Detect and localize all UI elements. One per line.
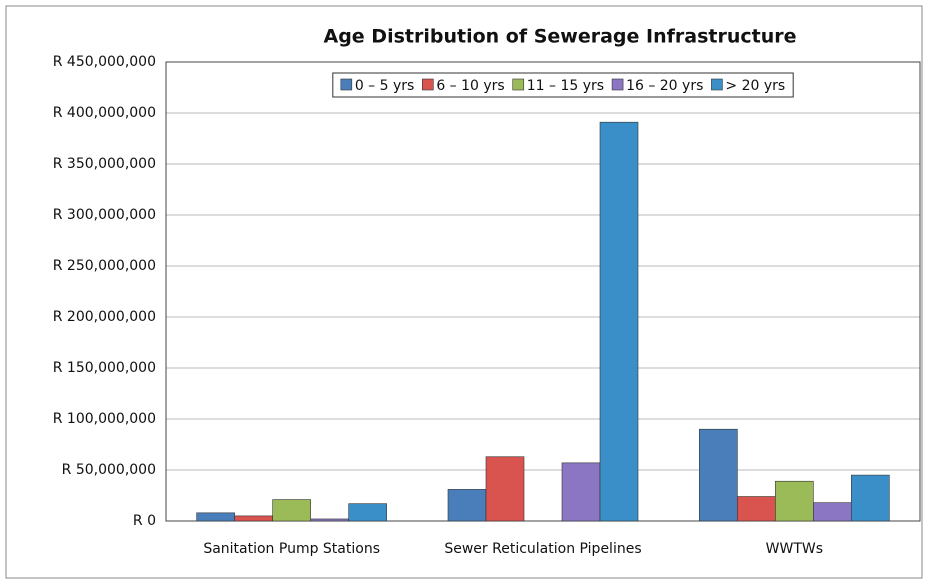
bar	[310, 518, 349, 522]
y-tick-label: R 0	[133, 513, 156, 529]
bar	[196, 512, 235, 522]
legend-swatch	[422, 78, 434, 91]
chart-title: Age Distribution of Sewerage Infrastruct…	[324, 26, 797, 48]
y-tick-label: R 50,000,000	[62, 462, 156, 478]
legend-label: 6 – 10 yrs	[436, 78, 504, 94]
legend-swatch	[711, 78, 723, 91]
bar	[699, 428, 738, 522]
legend-label: 11 – 15 yrs	[527, 78, 604, 94]
y-tick-label: R 200,000,000	[53, 309, 156, 325]
y-tick-label: R 400,000,000	[53, 105, 156, 121]
legend-swatch	[340, 78, 353, 91]
x-tick-label: Sanitation Pump Stations	[203, 541, 380, 557]
legend-swatch	[512, 78, 525, 91]
y-tick-label: R 150,000,000	[53, 360, 156, 376]
bar	[485, 456, 525, 522]
y-tick-label: R 250,000,000	[53, 258, 156, 274]
bar	[737, 496, 776, 522]
y-tick-label: R 300,000,000	[53, 207, 156, 223]
bar	[561, 462, 601, 522]
y-tick-label: R 450,000,000	[53, 54, 156, 70]
chart-border	[5, 5, 923, 579]
legend-label: 0 – 5 yrs	[355, 78, 415, 94]
bar	[599, 121, 639, 522]
bar	[851, 474, 890, 522]
bar	[272, 499, 311, 522]
bar	[348, 503, 387, 522]
y-tick-label: R 100,000,000	[53, 411, 156, 427]
legend-label: 16 – 20 yrs	[626, 78, 703, 94]
bar	[813, 502, 852, 522]
legend-label: > 20 yrs	[725, 78, 785, 94]
bar	[447, 489, 487, 522]
y-tick-label: R 350,000,000	[53, 156, 156, 172]
plot-border	[165, 61, 921, 522]
x-tick-label: WWTWs	[766, 541, 823, 557]
legend-swatch	[611, 78, 624, 91]
bar	[234, 515, 273, 522]
bar	[775, 480, 814, 522]
x-tick-label: Sewer Reticulation Pipelines	[444, 541, 641, 557]
